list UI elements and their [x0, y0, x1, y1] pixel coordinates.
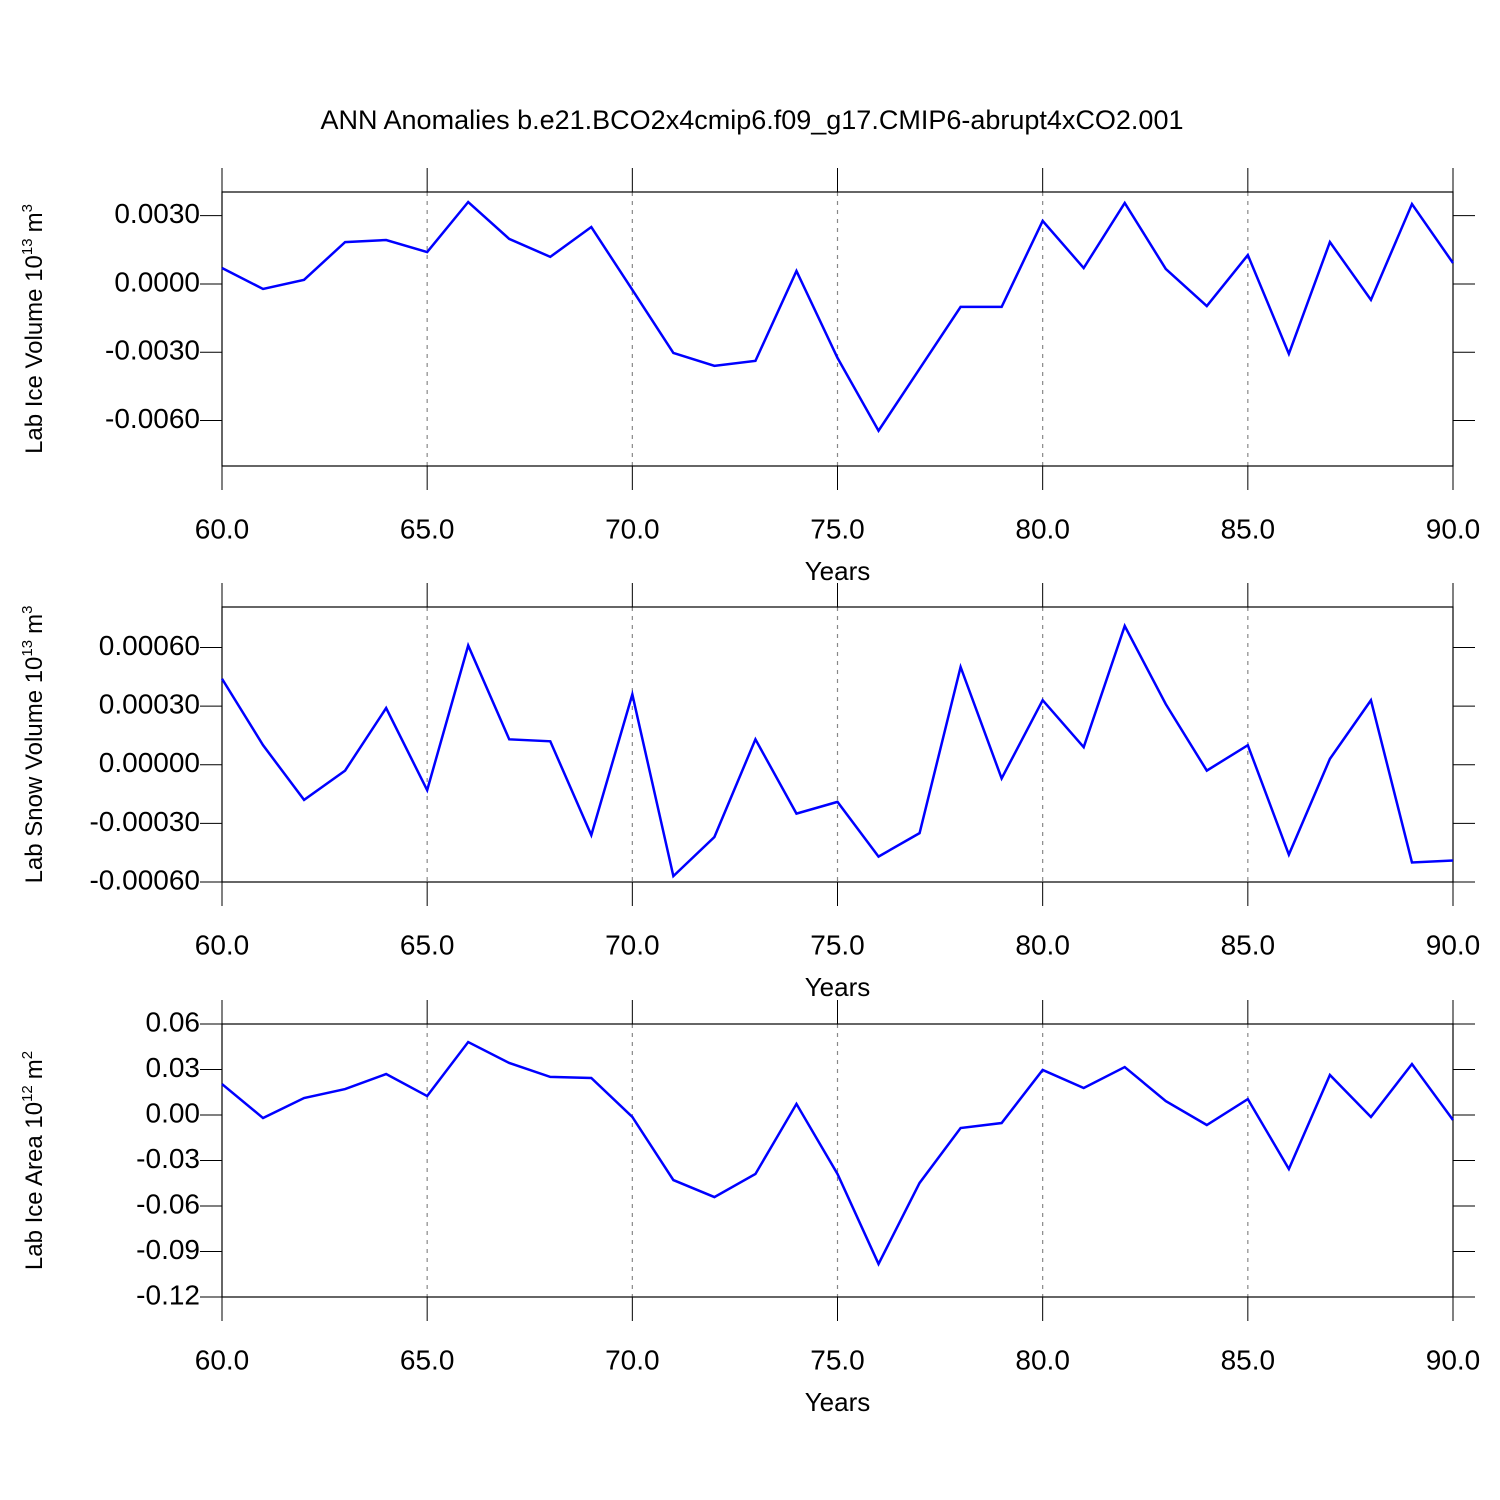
y-tick-label: 0.00030	[99, 688, 200, 719]
y-label-unit: m	[21, 1059, 48, 1079]
y-label-unit: m	[21, 614, 48, 634]
x-tick-label: 90.0	[1426, 513, 1481, 544]
y-tick-label: 0.00000	[99, 747, 200, 778]
x-tick-label: 80.0	[1015, 1344, 1070, 1375]
y-tick-label: 0.03	[146, 1052, 201, 1083]
y-label-unit: m	[21, 212, 48, 232]
x-tick-label: 75.0	[810, 1344, 865, 1375]
x-tick-label: 85.0	[1221, 929, 1276, 960]
y-label-power: 13	[19, 640, 36, 657]
y-label-unit-power: 3	[19, 204, 36, 212]
x-axis-label: Years	[805, 1387, 871, 1417]
figure-title: ANN Anomalies b.e21.BCO2x4cmip6.f09_g17.…	[321, 105, 1184, 135]
y-tick-label: 0.00	[146, 1097, 201, 1128]
x-tick-label: 75.0	[810, 929, 865, 960]
data-line	[220, 622, 1454, 879]
x-tick-label: 70.0	[605, 1344, 660, 1375]
x-tick-label: 80.0	[1015, 929, 1070, 960]
y-tick-label: -0.00060	[89, 864, 200, 895]
x-tick-label: 80.0	[1015, 513, 1070, 544]
x-tick-label: 65.0	[400, 1344, 455, 1375]
x-axis-label: Years	[805, 556, 871, 586]
y-label-text: Lab Ice Area 10	[21, 1102, 48, 1270]
y-label-text: Lab Ice Volume 10	[21, 255, 48, 454]
x-tick-label: 65.0	[400, 929, 455, 960]
x-tick-label: 70.0	[605, 929, 660, 960]
x-tick-label: 75.0	[810, 513, 865, 544]
y-label-text: Lab Snow Volume 10	[21, 657, 48, 884]
plot-frame	[221, 1023, 1454, 1298]
x-tick-label: 60.0	[195, 513, 250, 544]
x-tick-label: 85.0	[1221, 513, 1276, 544]
y-tick-label: -0.12	[136, 1279, 200, 1310]
plot-frame	[221, 191, 1454, 467]
x-tick-label: 60.0	[195, 929, 250, 960]
y-label-power: 13	[19, 238, 36, 255]
y-label-power: 12	[19, 1085, 36, 1102]
y-tick-label: -0.06	[136, 1188, 200, 1219]
y-axis-label: Lab Ice Volume 1013 m3	[19, 204, 48, 454]
y-label-unit-power: 3	[19, 606, 36, 614]
y-label-unit-power: 2	[19, 1051, 36, 1059]
data-line	[221, 200, 1455, 434]
x-tick-label: 60.0	[195, 1344, 250, 1375]
y-tick-label: -0.0030	[105, 335, 200, 366]
y-tick-label: -0.0060	[105, 403, 200, 434]
x-tick-label: 90.0	[1426, 1344, 1481, 1375]
data-line	[221, 1040, 1455, 1267]
y-tick-label: -0.00030	[89, 806, 200, 837]
x-tick-label: 65.0	[400, 513, 455, 544]
plot-frame	[221, 606, 1454, 883]
panel: 60.0 65.0 70.0 75.0 80.0 85.0 90.0 0.0030 0.0000…	[19, 168, 1480, 586]
y-tick-label: 0.0030	[114, 198, 200, 229]
x-axis-label: Years	[805, 972, 871, 1002]
y-tick-label: 0.0000	[114, 266, 200, 297]
panel: 60.0 65.0 70.0 75.0 80.0 85.0 90.0 0.00060 0.000…	[19, 583, 1480, 1002]
y-tick-label: -0.09	[136, 1234, 200, 1265]
x-tick-label: 70.0	[605, 513, 660, 544]
x-tick-label: 85.0	[1221, 1344, 1276, 1375]
y-axis-label: Lab Snow Volume 1013 m3	[19, 606, 48, 884]
x-tick-label: 90.0	[1426, 929, 1481, 960]
y-tick-label: 0.00060	[99, 630, 200, 661]
y-tick-label: -0.03	[136, 1143, 200, 1174]
panel: 60.0 65.0 70.0 75.0 80.0 85.0 90.0 0.06 0.03 0.00…	[19, 1000, 1480, 1417]
y-tick-label: 0.06	[146, 1006, 201, 1037]
y-axis-label: Lab Ice Area 1012 m2	[19, 1051, 48, 1270]
